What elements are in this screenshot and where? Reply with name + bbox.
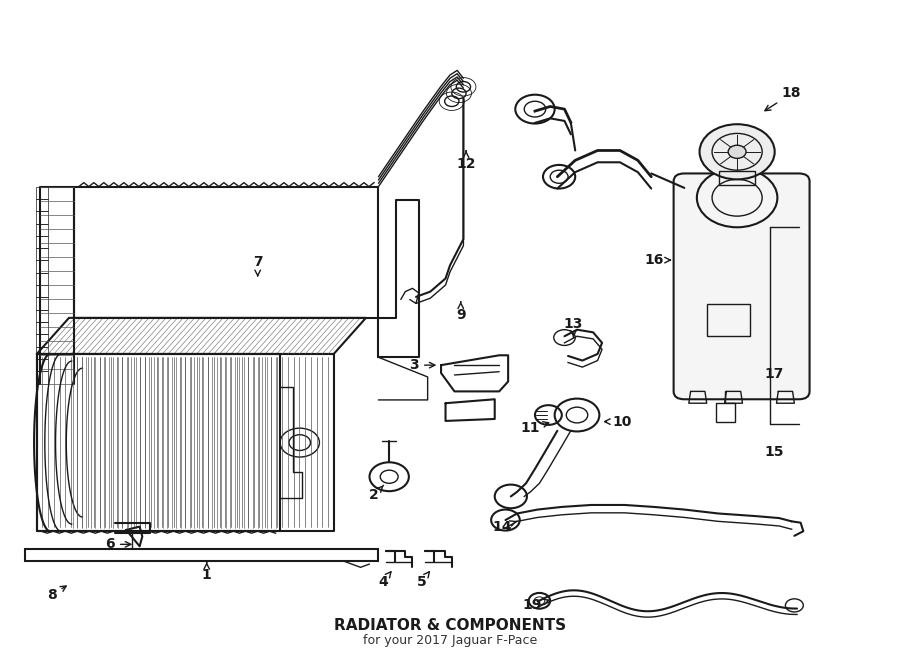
Bar: [719, 171, 755, 185]
FancyBboxPatch shape: [673, 173, 810, 399]
Bar: [36, 199, 48, 211]
Bar: [36, 211, 48, 224]
Text: 11: 11: [521, 421, 549, 435]
Text: 4: 4: [378, 572, 391, 589]
Bar: [36, 260, 48, 273]
Circle shape: [728, 145, 746, 158]
Text: 17: 17: [764, 367, 784, 381]
Text: 18: 18: [765, 86, 801, 111]
Text: 6: 6: [105, 538, 130, 551]
Bar: [36, 322, 48, 334]
Text: 15: 15: [764, 446, 784, 459]
Bar: [36, 310, 48, 322]
Text: 7: 7: [253, 255, 263, 275]
Text: 10: 10: [605, 414, 632, 428]
Bar: [36, 273, 48, 285]
Text: 1: 1: [202, 563, 211, 582]
Circle shape: [699, 124, 775, 179]
Bar: [36, 187, 48, 199]
Bar: [25, 549, 378, 561]
Text: 8: 8: [47, 586, 67, 602]
Bar: [36, 224, 48, 236]
Text: 2: 2: [369, 485, 383, 502]
Bar: [36, 248, 48, 260]
Text: 3: 3: [410, 358, 435, 372]
Text: 16: 16: [644, 253, 670, 267]
Bar: [36, 297, 48, 310]
Text: 13: 13: [563, 318, 583, 337]
Bar: [36, 334, 48, 347]
Text: 5: 5: [417, 572, 429, 589]
Bar: [36, 285, 48, 297]
Text: 14: 14: [492, 520, 517, 534]
Bar: [706, 304, 750, 336]
Bar: [36, 359, 48, 371]
Bar: [36, 371, 48, 383]
Bar: [36, 236, 48, 248]
Text: for your 2017 Jaguar F-Pace: for your 2017 Jaguar F-Pace: [363, 634, 537, 647]
Text: 12: 12: [456, 151, 476, 171]
Text: 19: 19: [523, 598, 549, 612]
Text: 9: 9: [456, 302, 465, 322]
Text: RADIATOR & COMPONENTS: RADIATOR & COMPONENTS: [334, 618, 566, 633]
Bar: [716, 403, 735, 422]
Bar: [36, 347, 48, 359]
